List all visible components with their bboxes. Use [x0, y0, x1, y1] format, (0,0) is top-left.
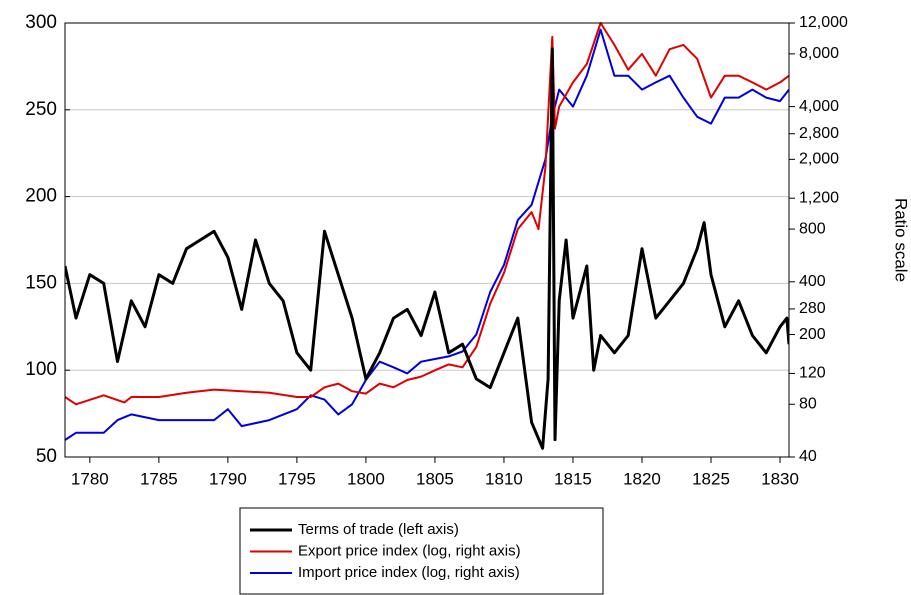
- x-tick-label: 1800: [347, 469, 385, 488]
- y-tick-label: 100: [25, 359, 57, 380]
- y2-tick-label: 2,000: [799, 151, 839, 168]
- y2-tick-label: 8,000: [799, 45, 839, 62]
- x-tick-label: 1785: [140, 469, 178, 488]
- x-tick-label: 1820: [623, 469, 661, 488]
- y-tick-label: 200: [25, 186, 57, 207]
- y2-tick-label: 40: [799, 448, 817, 465]
- legend-label: Terms of trade (left axis): [298, 521, 459, 538]
- x-tick-label: 1830: [761, 469, 799, 488]
- y2-tick-label: 200: [799, 326, 826, 343]
- y2-tick-label: 120: [799, 365, 826, 382]
- y2-tick-label: 400: [799, 273, 826, 290]
- y2-tick-label: 280: [799, 300, 826, 317]
- x-tick-label: 1790: [209, 469, 247, 488]
- series-line: [65, 22, 789, 406]
- y-tick-label: 150: [25, 272, 57, 293]
- legend: Terms of trade (left axis) Export price i…: [239, 507, 604, 595]
- x-tick-label: 1810: [485, 469, 523, 488]
- legend-label: Import price index (log, right axis): [298, 564, 520, 581]
- x-tick-label: 1795: [278, 469, 316, 488]
- series-line: [65, 47, 789, 450]
- y2-tick-label: 12,000: [799, 14, 848, 31]
- x-tick-label: 1815: [554, 469, 592, 488]
- y2-tick-label: 2,800: [799, 125, 839, 142]
- y2-axis-label: Ratio scale: [892, 198, 911, 282]
- series-line: [65, 28, 789, 441]
- x-tick-label: 1805: [416, 469, 454, 488]
- x-tick-label: 1780: [71, 469, 109, 488]
- y2-tick-label: 4,000: [799, 98, 839, 115]
- plot-frame: [64, 22, 790, 458]
- y2-tick-label: 80: [799, 395, 817, 412]
- y-tick-label: 50: [36, 446, 57, 467]
- legend-box: [239, 507, 604, 595]
- legend-label: Export price index (log, right axis): [298, 542, 521, 559]
- y-tick-label: 250: [25, 99, 57, 120]
- y2-tick-label: 800: [799, 220, 826, 237]
- y2-tick-label: 1,200: [799, 189, 839, 206]
- y-tick-label: 300: [25, 12, 57, 33]
- x-tick-label: 1825: [692, 469, 730, 488]
